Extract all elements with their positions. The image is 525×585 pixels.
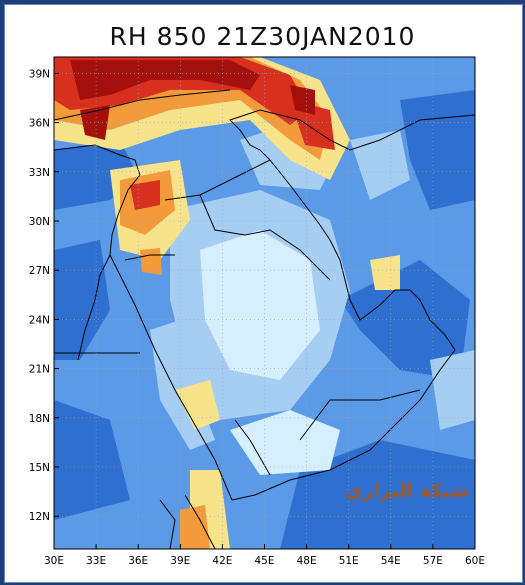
lon-tick-label: 51E: [339, 555, 359, 567]
lat-tick-label: 27N: [29, 265, 50, 277]
lon-tick-label: 39E: [170, 555, 190, 567]
lat-tick-label: 21N: [29, 364, 50, 376]
map-title: RH 850 21Z30JAN2010: [109, 22, 416, 51]
lon-tick-label: 60E: [465, 555, 485, 567]
lat-tick-label: 36N: [29, 118, 50, 130]
lon-tick-label: 36E: [128, 555, 148, 567]
lat-tick-label: 12N: [29, 511, 50, 523]
lat-axis: 39N 36N 33N 30N 27N 24N 21N 18N 15N 12N: [29, 68, 59, 523]
lat-tick-label: 15N: [29, 462, 50, 474]
lat-tick-label: 33N: [29, 167, 50, 179]
lon-tick-label: 33E: [86, 555, 106, 567]
lat-tick-label: 30N: [29, 216, 50, 228]
watermark-text: شبكة البراري: [345, 480, 469, 502]
lat-tick-label: 18N: [29, 413, 50, 425]
coastlines: [54, 89, 475, 549]
lon-axis: 30E 33E 36E 39E 42E 45E 48E 51E 54E 57E 60E: [44, 544, 485, 567]
lon-tick-label: 42E: [212, 555, 232, 567]
lon-tick-label: 54E: [381, 555, 401, 567]
lat-tick-label: 39N: [29, 68, 50, 80]
lon-tick-label: 48E: [297, 555, 317, 567]
lon-tick-label: 57E: [423, 555, 443, 567]
lon-tick-label: 30E: [44, 555, 64, 567]
rh-field: [54, 57, 475, 549]
lat-tick-label: 24N: [29, 314, 50, 326]
lon-tick-label: 45E: [255, 555, 275, 567]
